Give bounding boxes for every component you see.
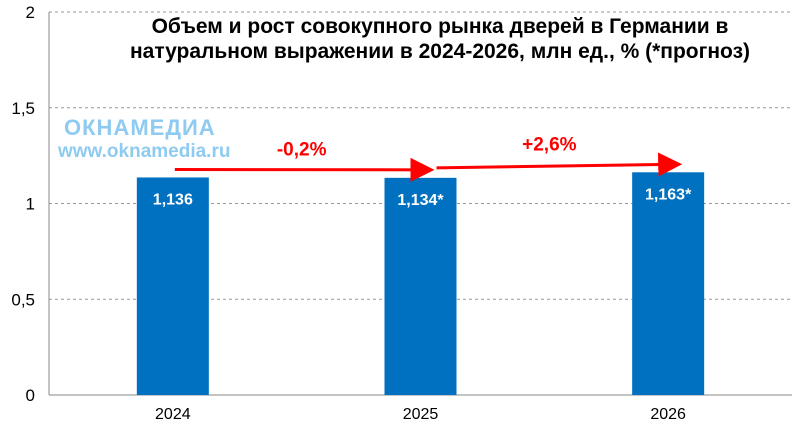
y-tick-label: 0,5 xyxy=(11,290,35,309)
watermark-url: www.oknamedia.ru xyxy=(58,141,231,162)
x-tick-label: 2025 xyxy=(403,406,439,423)
bar xyxy=(136,177,209,395)
data-label: 1,134* xyxy=(397,192,444,209)
chart-title: Объем и рост совокупного рынка дверей в … xyxy=(129,15,751,63)
growth-label: +2,6% xyxy=(522,134,577,155)
y-tick-label: 1 xyxy=(26,195,35,214)
data-label: 1,163* xyxy=(645,186,692,203)
growth-label: -0,2% xyxy=(277,139,327,160)
bar xyxy=(384,177,457,395)
x-tick-label: 2026 xyxy=(650,406,686,423)
watermark-logo: ОКНАМЕДИА www.oknamedia.ru xyxy=(58,115,230,163)
watermark-brand: ОКНАМЕДИА xyxy=(64,115,216,140)
growth-arrow xyxy=(436,152,683,177)
x-tick-label: 2024 xyxy=(155,406,191,423)
bar xyxy=(632,172,705,395)
y-tick-label: 2 xyxy=(26,3,35,22)
data-label: 1,136 xyxy=(153,191,193,208)
y-tick-label: 0 xyxy=(26,386,35,405)
y-tick-label: 1,5 xyxy=(11,99,35,118)
